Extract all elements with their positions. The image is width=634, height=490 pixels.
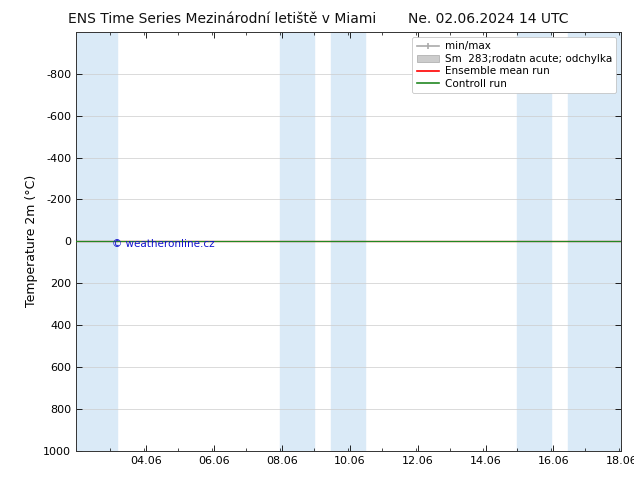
Bar xyxy=(331,32,365,451)
Bar xyxy=(568,32,621,451)
Bar xyxy=(280,32,314,451)
Bar xyxy=(517,32,552,451)
Text: Ne. 02.06.2024 14 UTC: Ne. 02.06.2024 14 UTC xyxy=(408,12,569,26)
Text: ENS Time Series Mezinárodní letiště v Miami: ENS Time Series Mezinárodní letiště v Mi… xyxy=(68,12,376,26)
Y-axis label: Temperature 2m (°C): Temperature 2m (°C) xyxy=(25,175,37,307)
Legend: min/max, Sm  283;rodatn acute; odchylka, Ensemble mean run, Controll run: min/max, Sm 283;rodatn acute; odchylka, … xyxy=(412,37,616,93)
Bar xyxy=(76,32,117,451)
Text: © weatheronline.cz: © weatheronline.cz xyxy=(112,239,214,249)
